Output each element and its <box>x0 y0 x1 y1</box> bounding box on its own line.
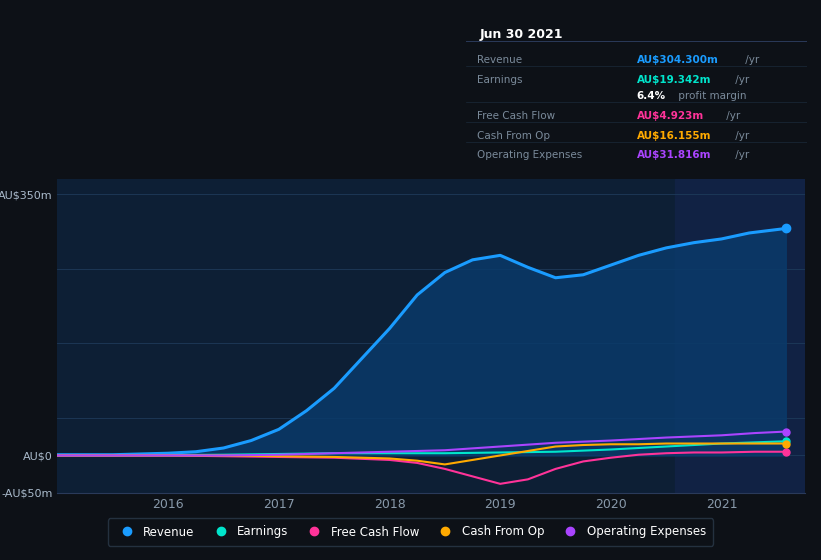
Text: Operating Expenses: Operating Expenses <box>476 151 582 160</box>
Text: /yr: /yr <box>732 75 750 85</box>
Text: Free Cash Flow: Free Cash Flow <box>476 111 555 121</box>
Text: AU$4.923m: AU$4.923m <box>637 111 704 121</box>
Text: AU$304.300m: AU$304.300m <box>637 55 718 65</box>
Text: Earnings: Earnings <box>476 75 522 85</box>
Text: AU$31.816m: AU$31.816m <box>637 151 711 160</box>
Text: 6.4%: 6.4% <box>637 91 666 101</box>
Text: AU$19.342m: AU$19.342m <box>637 75 711 85</box>
Text: Cash From Op: Cash From Op <box>476 131 549 141</box>
Bar <box>675 179 805 493</box>
Text: /yr: /yr <box>732 151 750 160</box>
Text: Jun 30 2021: Jun 30 2021 <box>480 27 563 40</box>
Text: Revenue: Revenue <box>476 55 521 65</box>
Legend: Revenue, Earnings, Free Cash Flow, Cash From Op, Operating Expenses: Revenue, Earnings, Free Cash Flow, Cash … <box>108 519 713 545</box>
Text: /yr: /yr <box>732 131 750 141</box>
Text: profit margin: profit margin <box>675 91 746 101</box>
Text: /yr: /yr <box>741 55 759 65</box>
Text: AU$16.155m: AU$16.155m <box>637 131 711 141</box>
Text: /yr: /yr <box>722 111 740 121</box>
